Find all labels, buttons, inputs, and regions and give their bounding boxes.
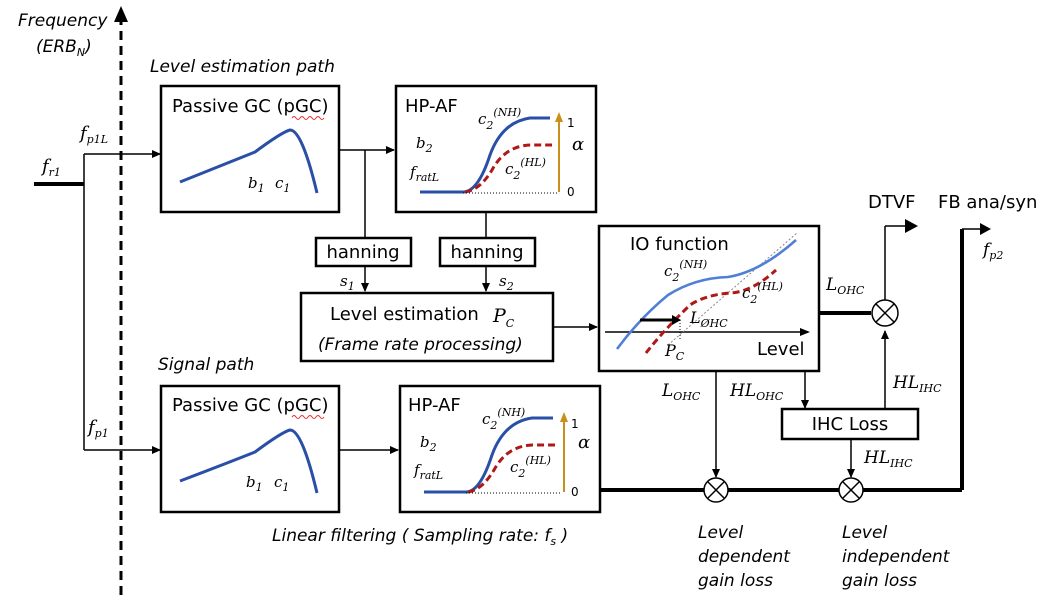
svg-text:IHC Loss: IHC Loss <box>812 414 889 435</box>
svg-text:Level: Level <box>842 523 887 543</box>
svg-text:α: α <box>578 432 590 453</box>
svg-text:fp2: fp2 <box>981 240 1003 262</box>
svg-text:HP-AF: HP-AF <box>405 96 458 117</box>
svg-text:LOHC: LOHC <box>825 275 865 297</box>
svg-text:dependent: dependent <box>698 547 791 567</box>
label-fb-ana-syn: FB ana/syn <box>938 192 1037 213</box>
multiplier-level-independent <box>839 478 863 502</box>
ihc-loss-block: IHC Loss <box>782 409 918 439</box>
label-hlihc-down: HLIHC <box>863 448 913 470</box>
multiplier-level-dependent <box>704 478 728 502</box>
pgc-block-bottom: Passive GC (pGC) b1 c1 <box>161 386 339 512</box>
io-function-block: IO function c2(NH) c2(HL) LØHC PC Level <box>599 226 819 371</box>
svg-text:α: α <box>572 134 584 155</box>
svg-text:Level: Level <box>757 339 805 360</box>
svg-text:(Frame rate processing): (Frame rate processing) <box>318 335 523 355</box>
svg-text:IO function: IO function <box>630 234 729 255</box>
label-hlihc-up: HLIHC <box>892 373 942 395</box>
svg-text:LOHC: LOHC <box>661 381 701 403</box>
svg-text:hanning: hanning <box>450 242 523 263</box>
svg-text:Passive GC (pGC): Passive GC (pGC) <box>172 96 329 117</box>
linear-filtering-label: Linear filtering ( Sampling rate: fs ) <box>272 526 568 548</box>
svg-text:1: 1 <box>571 417 579 431</box>
svg-text:HP-AF: HP-AF <box>408 395 461 416</box>
label-lohc-right: LOHC <box>825 275 865 297</box>
svg-text:Level estimation: Level estimation <box>330 304 479 325</box>
signal-fp1: fp1 <box>86 417 109 440</box>
svg-text:Level: Level <box>698 523 743 543</box>
hanning-block-2: hanning <box>440 238 535 266</box>
svg-text:HLOHC: HLOHC <box>729 381 784 403</box>
svg-text:HLIHC: HLIHC <box>863 448 913 470</box>
svg-text:s1: s1 <box>340 272 355 293</box>
svg-text:0: 0 <box>571 485 579 499</box>
signal-path-label: Signal path <box>158 355 254 375</box>
pgc-block-top: Passive GC (pGC) b1 c1 <box>161 86 339 212</box>
signal-fr1: fr1 <box>40 156 61 179</box>
svg-text:fr1: fr1 <box>40 156 61 179</box>
erb-axis-label: (ERBN) <box>36 37 92 59</box>
hpaf-block-top: HP-AF 1 0 α b2 fratL c2(NH) c2(HL) <box>396 86 596 212</box>
svg-text:HLIHC: HLIHC <box>892 373 942 395</box>
hanning-block-1: hanning <box>316 238 411 266</box>
level-dependent-gain-loss-label: Level dependent gain loss <box>698 523 791 591</box>
svg-text:s2: s2 <box>499 272 514 293</box>
level-estimation-block: Level estimation PC (Frame rate processi… <box>301 293 553 361</box>
frequency-axis-label: Frequency <box>18 11 108 31</box>
svg-text:0: 0 <box>567 185 575 199</box>
svg-text:1: 1 <box>567 116 575 130</box>
svg-text:gain loss: gain loss <box>698 571 773 591</box>
label-hlohc: HLOHC <box>729 381 784 403</box>
signal-s1: s1 <box>340 272 355 293</box>
label-lohc-below: LOHC <box>661 381 701 403</box>
svg-text:hanning: hanning <box>326 242 399 263</box>
signal-s2: s2 <box>499 272 514 293</box>
svg-text:Passive GC (pGC): Passive GC (pGC) <box>172 395 329 416</box>
signal-fp2: fp2 <box>981 240 1003 262</box>
signal-fp1L: fp1L <box>78 123 108 146</box>
label-dtvf: DTVF <box>868 192 916 213</box>
frequency-axis <box>114 6 128 595</box>
svg-text:gain loss: gain loss <box>842 571 917 591</box>
svg-text:fp1: fp1 <box>86 417 109 440</box>
svg-text:independent: independent <box>842 547 951 567</box>
multiplier-dtvf <box>872 300 898 326</box>
svg-text:fp1L: fp1L <box>78 123 108 146</box>
level-independent-gain-loss-label: Level independent gain loss <box>842 523 951 591</box>
level-estimation-path-label: Level estimation path <box>150 57 335 77</box>
hpaf-block-bottom: HP-AF 1 0 α b2 fratL c2(NH) c2(HL) <box>400 386 600 512</box>
